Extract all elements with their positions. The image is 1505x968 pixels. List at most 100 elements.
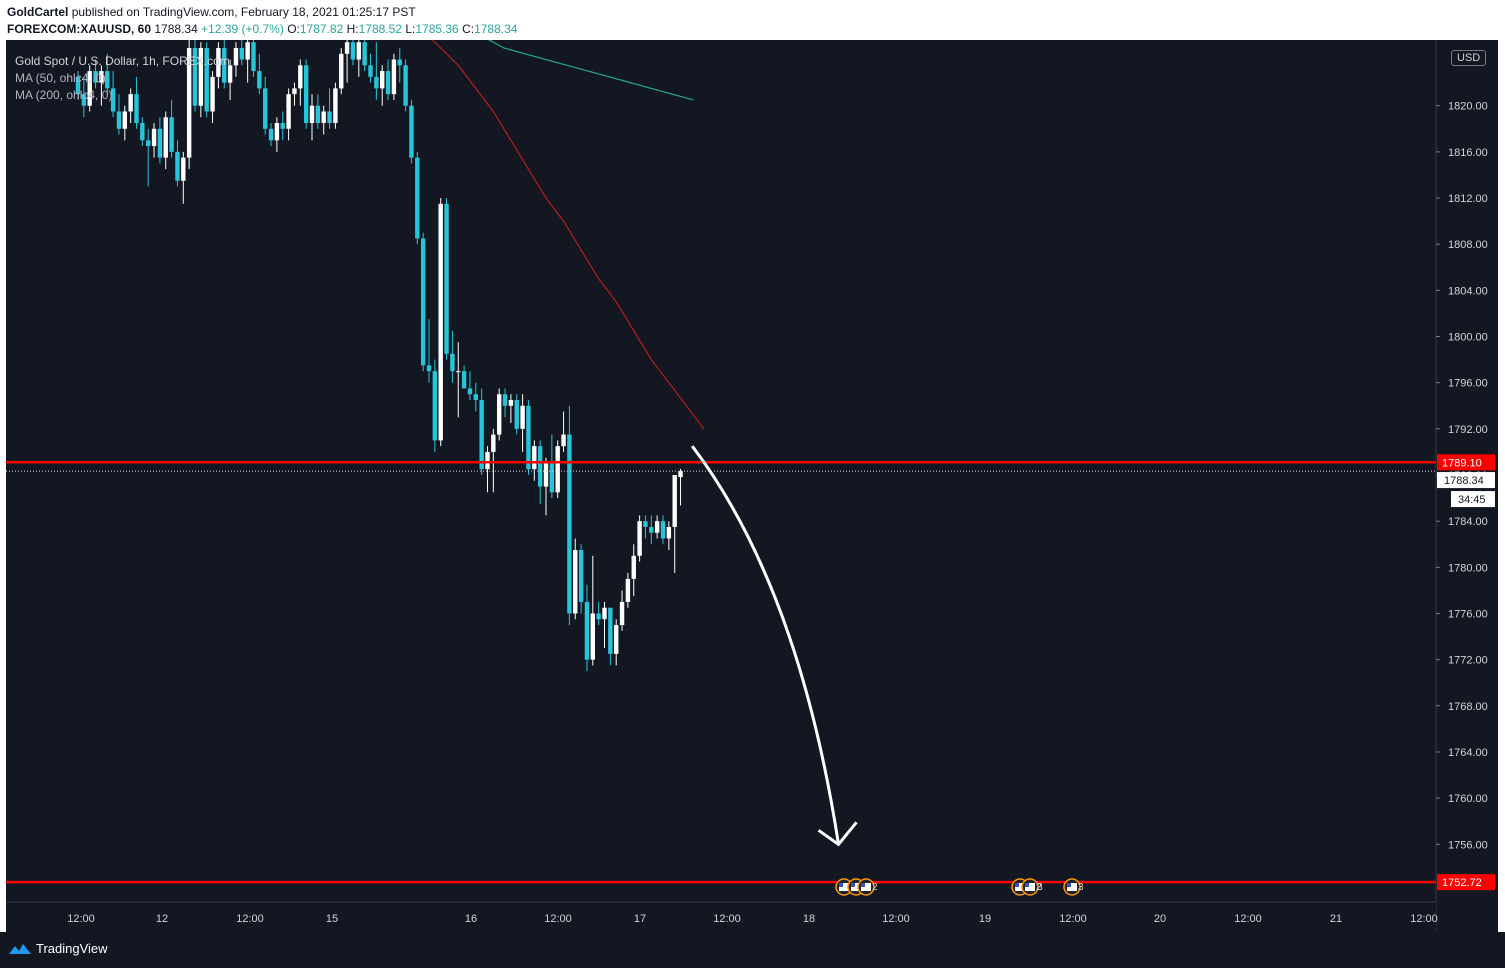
time-tick-label: 12:00 [1059,913,1087,925]
published-text: published on TradingView.com, February 1… [71,5,416,19]
arrow-annotation [691,445,858,847]
candle-body [356,42,361,60]
flag-stripes [1025,883,1035,891]
candle-body [432,371,438,441]
candle-body [198,48,204,106]
candle-body [397,59,402,66]
candle-body [420,238,426,366]
candle-body [175,151,180,181]
open-label: O: [287,22,300,36]
symbol: FOREXCOM:XAUUSD, 60 [7,22,152,36]
candle-body [216,48,221,77]
level-price-label: 1789.10 [1442,457,1482,469]
candle-body [163,117,168,158]
candle-body [116,111,122,129]
close-value: 1788.34 [474,22,518,36]
candle-body [485,451,490,470]
candle-body [602,607,607,620]
candle-body [549,463,555,493]
price-tick-label: 1796.00 [1448,378,1488,390]
candle-body [122,111,127,129]
flag-canton [1067,883,1071,887]
flag-canton [1025,883,1029,887]
candle-body [643,521,648,527]
currency-button[interactable]: USD [1451,50,1487,66]
candle-body [204,48,209,112]
arrow-head [817,821,858,847]
flag-stripes [861,883,871,891]
close-label: C: [462,22,475,36]
candle-body [186,48,192,158]
candle-body [75,76,81,95]
candle-body [438,203,443,441]
price-tick-label: 1804.00 [1448,285,1488,297]
price-chart[interactable]: 162224323 1756.001760.001764.001768.0017… [6,0,1498,932]
time-tick-label: 19 [979,913,991,925]
legend-ma200[interactable]: MA (200, ohlc4, 0) [15,88,113,102]
candle-body [239,48,244,60]
event-count: 3 [1078,882,1084,893]
candle-body [105,71,110,89]
chart-area[interactable]: 162224323 1756.001760.001764.001768.0017… [6,0,1498,932]
candle-body [520,405,525,429]
countdown-label: 34:45 [1458,494,1486,506]
candle-body [637,521,642,556]
candle-body [473,394,478,400]
candle-body [227,65,233,83]
candle-body [479,399,484,470]
candle-body [344,42,350,54]
candle-body [596,613,601,620]
tradingview-logo[interactable]: TradingView [8,941,108,956]
level-price-tag [1437,454,1495,471]
candle-body [502,394,508,406]
time-tick-label: 12:00 [236,913,264,925]
candle-body [654,521,660,533]
price-tick-label: 1808.00 [1448,239,1488,251]
candle-body [315,105,321,124]
horizontal-levels [6,461,1436,884]
price-change: +12.39 (+0.7%) [201,22,284,36]
candle-body [274,123,280,141]
candle-body [350,42,356,60]
candle-body [286,94,291,129]
candle-body [87,71,92,106]
price-tick-label: 1812.00 [1448,193,1488,205]
flag-stripes [1067,883,1077,891]
level-price-tag [1437,874,1495,891]
price-tick-label: 1792.00 [1448,424,1488,436]
candle-body [578,550,584,602]
candle-body [251,42,256,72]
candle-body [128,94,133,112]
event-count: 2 [872,882,878,893]
last-price: 1788.34 [154,22,198,36]
price-tick-label: 1780.00 [1448,562,1488,574]
candle-body [543,463,549,487]
price-axis: 1756.00 1760.00 1764.00 1768.00 1772.00 1776.… [1435,40,1498,932]
legend-title: Gold Spot / U.S. Dollar, 1h, FOREX.com [15,54,230,68]
low-label: L: [405,22,416,36]
candle-body [573,550,578,614]
candle-body [93,71,98,83]
chart-legend: Gold Spot / U.S. Dollar, 1h, FOREX.com M… [15,53,230,104]
author-name[interactable]: GoldCartel [7,5,69,19]
candle-body [146,140,151,147]
price-tick-label: 1764.00 [1448,747,1488,759]
symbol-line: FOREXCOM:XAUUSD, 60 1788.34 +12.39 (+0.7… [7,22,517,36]
candle-body [426,365,432,372]
flag-canton [861,883,865,887]
candle-body [263,88,268,129]
flag-canton [1015,883,1019,887]
candle-body [268,128,274,141]
candle-body [526,405,531,470]
candle-body [467,388,473,395]
flag-canton [851,883,855,887]
candle-body [532,446,537,470]
time-tick-label: 17 [634,913,646,925]
legend-ma50[interactable]: MA (50, ohlc4, 0) [15,71,106,85]
time-tick-label: 12:00 [1410,913,1438,925]
candle-body [403,65,408,106]
time-tick-label: 12:00 [882,913,910,925]
candles [75,36,683,672]
candle-body [461,371,467,389]
candle-body [508,399,514,406]
